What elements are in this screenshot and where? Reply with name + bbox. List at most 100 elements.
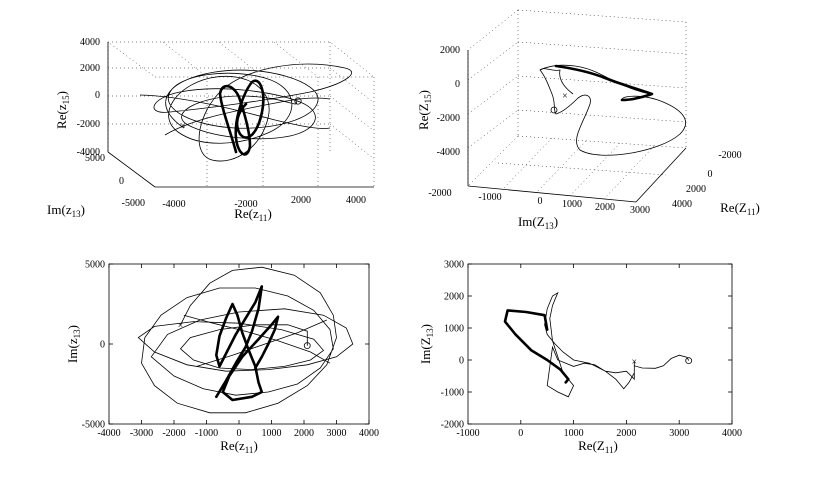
br-y-tick-label: -1000 bbox=[441, 388, 464, 399]
bl-y-tick-label: 0 bbox=[100, 340, 105, 351]
tl-x-label: Re(z11) bbox=[234, 206, 272, 223]
tr-y-tick: 3000 bbox=[630, 205, 650, 216]
tl-y-tick: 0 bbox=[119, 176, 124, 187]
bl-x-tick-label: 2000 bbox=[294, 428, 314, 439]
tl-top-face bbox=[107, 41, 375, 78]
bl-series-0-thin bbox=[137, 266, 354, 414]
bl-y-tick-label: -5000 bbox=[82, 420, 105, 431]
tr-grid-line bbox=[501, 137, 553, 191]
tl-trajectory-thick bbox=[218, 79, 265, 156]
tl-end-marker bbox=[294, 97, 302, 105]
bl-series-3-thick bbox=[215, 285, 280, 402]
tr-y-tick: -1000 bbox=[478, 192, 501, 203]
tr-z-tick: 0 bbox=[455, 79, 460, 90]
tr-grid-line bbox=[517, 9, 687, 23]
tl-x-tick: -4000 bbox=[162, 199, 185, 210]
tl-z-tick: -2000 bbox=[77, 119, 100, 130]
tr-grid-line bbox=[517, 75, 687, 89]
br-series-1-thick bbox=[503, 309, 570, 384]
tr-grid-line bbox=[467, 9, 519, 51]
tl-z-tick: 2000 bbox=[80, 63, 100, 74]
tl-z-tick: 0 bbox=[95, 90, 100, 101]
tr-y-tick: -2000 bbox=[428, 188, 451, 199]
tl-y-label: Im(z13) bbox=[47, 202, 85, 219]
tl-y-tick: 5000 bbox=[85, 153, 105, 164]
bl-x-tick-label: -4000 bbox=[97, 428, 120, 439]
bl-x-tick-label: 4000 bbox=[359, 428, 379, 439]
bl-tick-marks bbox=[108, 263, 370, 425]
bl-y-tick-labels: -5000 0 5000 bbox=[82, 260, 105, 431]
tl-y-axis bbox=[107, 151, 156, 188]
br-x-tick-label: 3000 bbox=[669, 428, 689, 439]
br-y-tick-label: -2000 bbox=[441, 420, 464, 431]
tr-y-tick: 0 bbox=[538, 196, 543, 207]
panel-bottom-right: -1000 0 1000 2000 3000 4000 -2000-10000100020… bbox=[418, 260, 742, 456]
br-axes-box bbox=[467, 263, 733, 425]
tr-grid-line bbox=[517, 109, 687, 123]
tl-grid-line bbox=[329, 95, 375, 132]
tl-grid-line bbox=[329, 67, 375, 104]
br-start-marker: × bbox=[631, 357, 637, 368]
bl-y-label: Im(z13) bbox=[65, 325, 82, 363]
tr-grid-line bbox=[467, 75, 519, 115]
tr-x-tick: 4000 bbox=[672, 199, 692, 210]
tr-y-axis bbox=[467, 185, 637, 203]
tr-x-axis bbox=[635, 147, 687, 203]
tr-grid-line bbox=[467, 41, 519, 81]
bl-x-tick-label: -3000 bbox=[130, 428, 153, 439]
tr-trajectory-thick bbox=[554, 64, 654, 102]
tr-x-tick: 0 bbox=[708, 169, 713, 180]
tr-trajectory-thin-2 bbox=[539, 64, 651, 95]
br-end-marker bbox=[685, 357, 693, 365]
br-plot-area: × bbox=[503, 291, 693, 398]
br-x-label: Re(Z11) bbox=[578, 438, 618, 455]
br-x-tick-label: -1000 bbox=[456, 428, 479, 439]
tr-y-label: Im(Z13) bbox=[518, 214, 558, 231]
br-y-label: Im(Z13) bbox=[418, 324, 435, 364]
bl-x-tick-label: -1000 bbox=[195, 428, 218, 439]
panel-top-left: 4000 2000 0 -2000 -4000 5000 0 -5000 -40… bbox=[47, 37, 375, 223]
br-y-tick-labels: -2000 -1000 0 1000 2000 3000 bbox=[441, 260, 464, 431]
tr-grid-line bbox=[603, 145, 655, 200]
tr-z-label: Re(Z15) bbox=[416, 90, 433, 130]
tl-z-tick: 4000 bbox=[80, 37, 100, 48]
br-x-tick-label: 2000 bbox=[616, 428, 636, 439]
tr-z-tick: 2000 bbox=[440, 45, 460, 56]
bl-series-2-thin bbox=[196, 319, 327, 367]
bl-x-tick-label: 1000 bbox=[262, 428, 282, 439]
tl-x-tick: 4000 bbox=[346, 195, 366, 206]
tl-trajectory-thin-2 bbox=[139, 94, 331, 136]
bl-x-tick-labels: -4000 -3000 -2000 -1000 0 1000 2000 3000 4000 bbox=[97, 428, 379, 439]
br-y-tick-label: 3000 bbox=[444, 260, 464, 271]
tl-x-tick: -2000 bbox=[234, 199, 257, 210]
br-y-tick-label: 1000 bbox=[444, 324, 464, 335]
tr-x-tick: -2000 bbox=[718, 150, 741, 161]
bl-x-tick-label: -2000 bbox=[162, 428, 185, 439]
tr-grid-line bbox=[467, 135, 519, 187]
br-x-tick-label: 0 bbox=[518, 428, 523, 439]
tl-z-tick: -4000 bbox=[77, 147, 100, 158]
br-x-tick-label: 4000 bbox=[722, 428, 742, 439]
tl-y-tick: -5000 bbox=[122, 198, 145, 209]
tr-grid-line bbox=[535, 140, 587, 194]
tl-grid-line bbox=[273, 41, 319, 78]
panel-top-right: 2000 0 -2000 -4000 -2000 -1000 0 1000 20… bbox=[416, 9, 760, 231]
tr-grid-line bbox=[517, 41, 687, 55]
tr-z-tick: -4000 bbox=[437, 147, 460, 158]
tr-grid-line bbox=[517, 135, 687, 149]
tr-grid-line bbox=[467, 109, 519, 149]
br-x-tick-labels: -1000 0 1000 2000 3000 4000 bbox=[456, 428, 742, 439]
tr-end-marker bbox=[550, 106, 558, 114]
br-x-tick-label: 1000 bbox=[564, 428, 584, 439]
tr-start-marker: × bbox=[562, 91, 568, 102]
tl-z-label: Re(z15) bbox=[54, 91, 71, 129]
bl-plot-area: × bbox=[137, 266, 354, 414]
bl-x-tick-label: 0 bbox=[237, 428, 242, 439]
tl-grid-line bbox=[218, 41, 264, 78]
br-tick-marks bbox=[467, 263, 733, 425]
tr-z-tick: -2000 bbox=[437, 113, 460, 124]
tr-y-tick: 2000 bbox=[595, 202, 615, 213]
tr-x-tick: 2000 bbox=[686, 184, 706, 195]
tl-grid-line bbox=[329, 123, 375, 160]
br-y-tick-label: 2000 bbox=[444, 292, 464, 303]
